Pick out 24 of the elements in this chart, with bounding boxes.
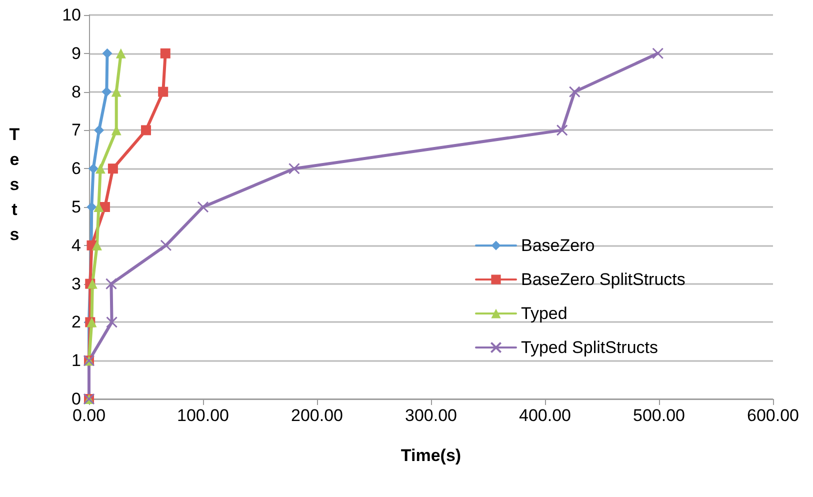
y-tick-label: 2 (72, 312, 81, 332)
y-tick-label: 9 (72, 44, 81, 63)
y-tick-label: 5 (72, 198, 81, 216)
x-tick-label: 200.00 (291, 406, 343, 425)
legend-label: BaseZero SplitStructs (521, 270, 686, 289)
x-tick-label: 100.00 (177, 406, 229, 425)
y-tick-label: 8 (72, 82, 81, 102)
x-tick-label: 0.00 (72, 406, 106, 425)
x-tick-label: 400.00 (519, 406, 571, 425)
x-tick-label: 500.00 (633, 406, 685, 425)
y-tick-label: 6 (72, 159, 81, 178)
y-tick-label: 1 (72, 351, 81, 370)
x-tick-label: 300.00 (405, 406, 457, 425)
legend-label: BaseZero (521, 236, 595, 255)
legend-label: Typed SplitStructs (521, 338, 658, 357)
y-tick-label: 3 (72, 274, 81, 294)
y-axis-title: Tests (4, 125, 24, 250)
y-tick-label: 0 (72, 390, 81, 408)
y-tick-label: 10 (62, 6, 81, 24)
y-tick-label: 7 (72, 120, 81, 140)
legend-label: Typed (521, 304, 568, 323)
x-axis-title: Time(s) (400, 446, 462, 465)
x-tick-label: 600.00 (747, 406, 799, 425)
y-tick-label: 4 (72, 236, 81, 255)
